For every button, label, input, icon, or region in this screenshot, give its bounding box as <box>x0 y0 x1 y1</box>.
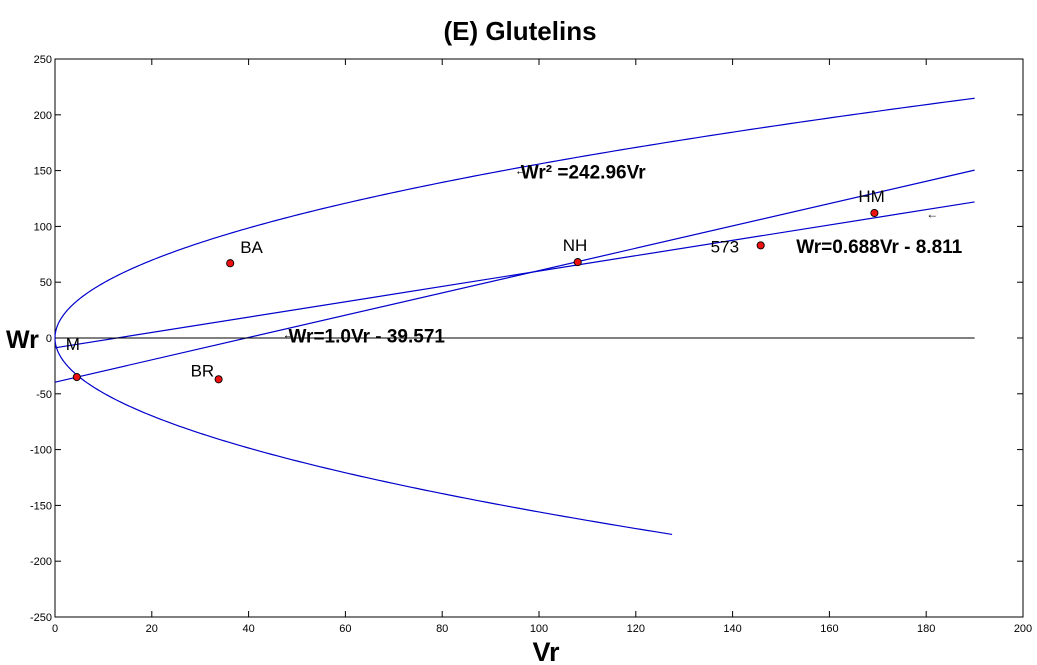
axis-ticks: 0 20 40 60 80 100 120 140 160 180 200 250 200 150 100 5… <box>30 54 1032 635</box>
annotation-arrow: ← <box>515 164 527 178</box>
data-point <box>226 259 235 268</box>
equation-label: Wr² =242.96Vr <box>521 163 646 184</box>
point-label: NH <box>563 236 588 255</box>
x-tick-label: 0 <box>52 623 58 635</box>
regression-line <box>54 201 975 349</box>
point-label: HM <box>858 187 884 206</box>
x-axis-label: Vr <box>532 637 560 665</box>
limiting-parabola-lower <box>54 337 673 536</box>
annotation-arrow: ← <box>282 328 294 342</box>
x-tick-label: 20 <box>146 623 158 635</box>
data-point <box>214 375 223 384</box>
y-tick-label: -50 <box>36 389 52 401</box>
annotations: ←Wr² =242.96Vr←Wr=1.0Vr - 39.571←Wr=0.68… <box>282 163 962 348</box>
y-tick-label: 100 <box>34 221 52 233</box>
x-tick-label: 80 <box>436 623 448 635</box>
curves <box>54 97 975 536</box>
x-tick-label: 120 <box>627 623 645 635</box>
data-point <box>756 241 765 250</box>
y-tick-label: 250 <box>34 54 52 66</box>
data-point <box>870 208 879 218</box>
regression-line <box>54 169 975 383</box>
point-label: M <box>66 335 80 354</box>
annotation-arrow: ← <box>926 207 938 221</box>
equation-label: Wr=0.688Vr - 8.811 <box>796 237 962 258</box>
point-label: 573 <box>711 237 739 256</box>
y-tick-label: -100 <box>30 445 52 457</box>
y-axis-label: Wr <box>6 326 39 354</box>
y-tick-label: 0 <box>46 333 52 345</box>
y-tick-label: -150 <box>30 500 52 512</box>
y-tick-label: 150 <box>34 166 52 178</box>
chart-title: (E) Glutelins <box>443 16 596 46</box>
x-tick-label: 100 <box>530 623 548 635</box>
data-point <box>573 258 582 267</box>
equation-label: Wr=1.0Vr - 39.571 <box>288 327 445 348</box>
y-tick-label: 200 <box>34 110 52 122</box>
point-label: BR <box>191 361 215 380</box>
y-tick-label: -200 <box>30 556 52 568</box>
data-points: BA BR M NH 573 HM <box>66 187 885 384</box>
x-tick-label: 200 <box>1014 623 1032 635</box>
point-label: BA <box>240 238 263 257</box>
limiting-parabola-upper <box>54 97 975 339</box>
y-tick-label: 50 <box>40 277 52 289</box>
y-tick-label: -250 <box>30 612 52 624</box>
x-tick-label: 160 <box>820 623 838 635</box>
x-tick-label: 60 <box>339 623 351 635</box>
x-tick-label: 40 <box>242 623 254 635</box>
x-tick-label: 140 <box>723 623 741 635</box>
x-tick-label: 180 <box>917 623 935 635</box>
data-point <box>72 373 81 382</box>
